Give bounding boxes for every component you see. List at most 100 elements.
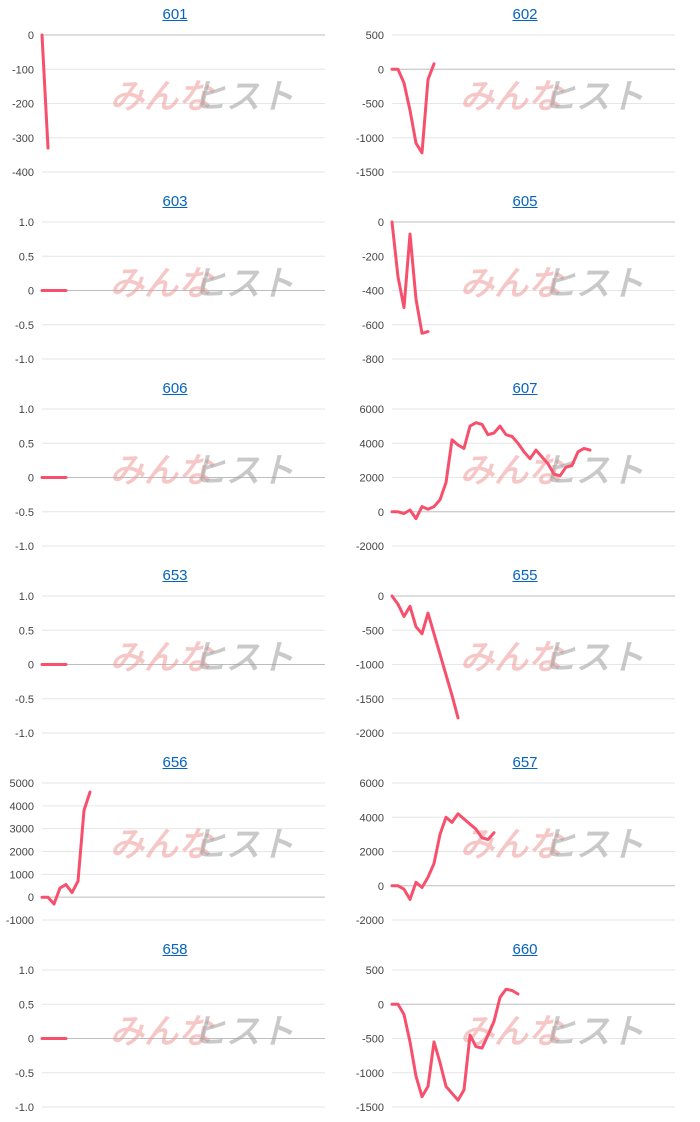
watermark-right-text: ヒスト xyxy=(542,1012,644,1052)
y-tick-label: 1000 xyxy=(10,869,34,881)
chart-title-link[interactable]: 655 xyxy=(512,567,538,584)
y-tick-label: -800 xyxy=(362,354,384,366)
chart-panel-602: 500 0 -500 -1000 -1500 みんな ヒスト 602 xyxy=(350,0,700,187)
y-tick-label: 0 xyxy=(378,217,384,229)
watermark-left-text: みんな xyxy=(460,1012,565,1052)
series-line xyxy=(40,790,92,906)
watermark-right-text: ヒスト xyxy=(542,825,644,865)
y-tick-label: -1000 xyxy=(6,915,34,927)
watermark-left-text: みんな xyxy=(460,638,565,678)
y-tick-label: -300 xyxy=(12,133,34,145)
watermark-left-text: みんな xyxy=(110,638,215,678)
y-tick-label: 500 xyxy=(366,965,384,977)
chart-panel-601: 0 -100 -200 -300 -400 みんな ヒスト 601 xyxy=(0,0,350,187)
y-tick-label: 2000 xyxy=(10,847,34,859)
chart-title-link[interactable]: 658 xyxy=(162,941,188,958)
y-tick-label: -1000 xyxy=(356,1068,384,1080)
watermark-left-text: みんな xyxy=(110,264,215,304)
series-line xyxy=(390,62,436,155)
y-tick-label: -500 xyxy=(362,625,384,637)
y-tick-label: 0.5 xyxy=(19,438,34,450)
watermark-right-text: ヒスト xyxy=(192,451,294,491)
chart-title-link[interactable]: 605 xyxy=(512,193,538,210)
watermark-right-text: ヒスト xyxy=(542,638,644,678)
y-tick-label: 0 xyxy=(28,30,34,42)
y-tick-label: 0.5 xyxy=(19,251,34,263)
y-tick-label: -1.0 xyxy=(15,728,34,740)
chart-panel-658: 1.0 0.5 0 -0.5 -1.0 みんな ヒスト 658 xyxy=(0,935,350,1122)
y-tick-label: 6000 xyxy=(360,778,384,790)
chart-title-link[interactable]: 606 xyxy=(162,380,188,397)
chart-title-link[interactable]: 603 xyxy=(162,193,188,210)
y-tick-label: 0 xyxy=(28,286,34,298)
y-tick-label: 4000 xyxy=(10,801,34,813)
series-line xyxy=(390,987,520,1102)
y-tick-label: -600 xyxy=(362,320,384,332)
chart-title-link[interactable]: 657 xyxy=(512,754,538,771)
chart-title-link[interactable]: 660 xyxy=(512,941,538,958)
y-tick-label: -100 xyxy=(12,64,34,76)
y-tick-label: 2000 xyxy=(360,847,384,859)
watermark-right-text: ヒスト xyxy=(542,77,644,117)
y-tick-label: 1.0 xyxy=(19,404,34,416)
series-line xyxy=(390,220,430,335)
watermark-left-text: みんな xyxy=(460,264,565,304)
y-tick-label: -400 xyxy=(12,167,34,179)
y-tick-label: 2000 xyxy=(360,473,384,485)
y-tick-label: -1000 xyxy=(356,660,384,672)
series-line xyxy=(390,421,592,521)
chart-panel-656: 5000 4000 3000 2000 1000 0 -1000 みんな ヒスト 656 xyxy=(0,748,350,935)
chart-title-link[interactable]: 607 xyxy=(512,380,538,397)
y-tick-label: 4000 xyxy=(360,812,384,824)
watermark-left-text: みんな xyxy=(110,825,215,865)
watermark-right-text: ヒスト xyxy=(192,77,294,117)
y-tick-label: -200 xyxy=(362,251,384,263)
y-tick-label: -500 xyxy=(362,99,384,111)
y-tick-label: 0 xyxy=(378,881,384,893)
y-tick-label: 500 xyxy=(366,30,384,42)
y-tick-label: -2000 xyxy=(356,915,384,927)
chart-title-link[interactable]: 602 xyxy=(512,6,538,23)
chart-panel-655: 0 -500 -1000 -1500 -2000 みんな ヒスト 655 xyxy=(350,561,700,748)
watermark-left-text: みんな xyxy=(460,451,565,491)
y-tick-label: -400 xyxy=(362,286,384,298)
y-tick-label: -200 xyxy=(12,99,34,111)
watermark-right-text: ヒスト xyxy=(192,825,294,865)
y-tick-label: 0 xyxy=(28,1034,34,1046)
chart-title-link[interactable]: 656 xyxy=(162,754,188,771)
watermark-left-text: みんな xyxy=(110,451,215,491)
y-tick-label: 1.0 xyxy=(19,965,34,977)
chart-panel-606: 1.0 0.5 0 -0.5 -1.0 みんな ヒスト 606 xyxy=(0,374,350,561)
watermark-right-text: ヒスト xyxy=(192,264,294,304)
series-line xyxy=(390,594,460,720)
y-tick-label: -0.5 xyxy=(15,1068,34,1080)
watermark-right-text: ヒスト xyxy=(192,1012,294,1052)
chart-title-link[interactable]: 601 xyxy=(162,6,188,23)
watermark-left-text: みんな xyxy=(110,77,215,117)
chart-panel-657: 6000 4000 2000 0 -2000 みんな ヒスト 657 xyxy=(350,748,700,935)
chart-panel-660: 500 0 -500 -1000 -1500 みんな ヒスト 660 xyxy=(350,935,700,1122)
y-tick-label: -1.0 xyxy=(15,354,34,366)
chart-title-link[interactable]: 653 xyxy=(162,567,188,584)
watermark-right-text: ヒスト xyxy=(192,638,294,678)
y-tick-label: 0.5 xyxy=(19,625,34,637)
y-tick-label: -1000 xyxy=(356,133,384,145)
y-tick-label: 1.0 xyxy=(19,217,34,229)
chart-panel-603: 1.0 0.5 0 -0.5 -1.0 みんな ヒスト 603 xyxy=(0,187,350,374)
y-tick-label: 4000 xyxy=(360,438,384,450)
